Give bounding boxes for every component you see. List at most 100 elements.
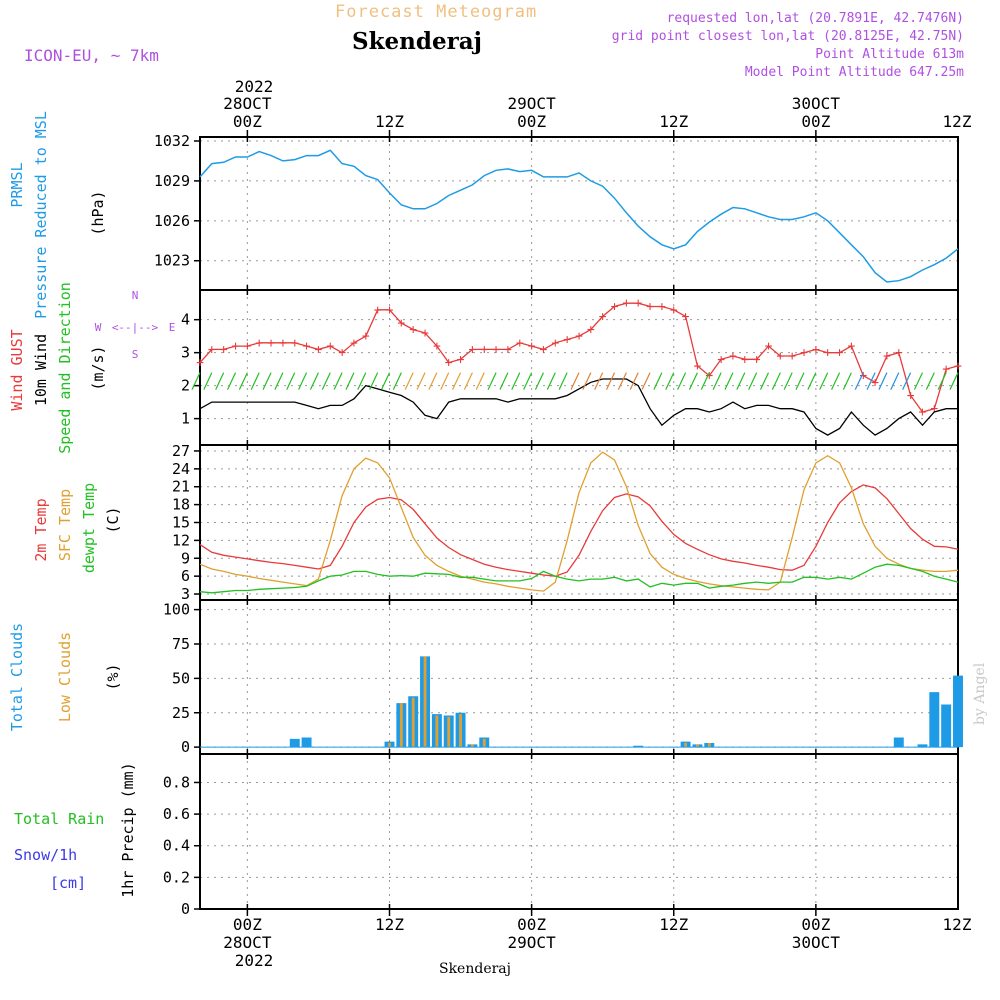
wind-direction-arrow <box>298 372 308 390</box>
y-tick-label: 18 <box>172 496 190 514</box>
wind-direction-arrow <box>653 372 663 390</box>
credit-watermark: by Angel <box>972 662 988 725</box>
wind-direction-arrow <box>736 372 746 390</box>
gust-marker: + <box>753 352 761 367</box>
gust-marker: + <box>326 339 334 354</box>
wind-direction-arrow <box>925 372 935 390</box>
wind-direction-arrow <box>286 372 296 390</box>
top-time-label: 00Z <box>517 112 546 131</box>
wind-direction-arrow <box>546 372 556 390</box>
panel-frame <box>199 136 959 291</box>
gust-marker: + <box>551 336 559 351</box>
y-tick-label: 6 <box>181 567 190 585</box>
y-tick-label: 4 <box>181 311 190 329</box>
gust-marker: + <box>812 342 820 357</box>
wind-direction-arrow <box>807 372 817 390</box>
wind-direction-arrow <box>191 372 201 390</box>
gust-marker: + <box>362 329 370 344</box>
wind-direction-arrow <box>404 372 414 390</box>
gust-marker: + <box>433 339 441 354</box>
gust-marker: + <box>457 352 465 367</box>
panel-frame <box>199 753 959 910</box>
y-tick-label: 1029 <box>154 172 190 190</box>
panel-frame <box>199 599 959 755</box>
wind-direction-arrow <box>629 372 639 390</box>
wind-direction-arrow <box>890 372 900 390</box>
bottom-time-label: 00Z <box>233 915 262 934</box>
low-cloud-bar <box>388 743 391 748</box>
gust-marker: + <box>445 356 453 371</box>
gust-marker: + <box>646 299 654 314</box>
top-date-label: 29OCT <box>508 94 557 113</box>
gust-marker: + <box>468 342 476 357</box>
wind-direction-arrow <box>333 372 343 390</box>
bottom-date-label: 30OCT <box>792 933 841 952</box>
wind-direction-arrow <box>677 372 687 390</box>
low-cloud-bar <box>411 697 415 748</box>
top-year-label: 2022 <box>235 77 274 96</box>
compass-arrows: <--|--> <box>112 321 159 334</box>
gust-marker: + <box>670 303 678 318</box>
y-tick-label: 0.8 <box>163 773 190 791</box>
low-cloud-bar <box>696 744 699 748</box>
y-tick-label: 1032 <box>154 132 190 150</box>
wind-direction-arrow <box>428 372 438 390</box>
bottom-year-label: 2022 <box>235 951 274 970</box>
gust-marker: + <box>208 342 216 357</box>
wind-direction-arrow <box>215 372 225 390</box>
gust-marker: + <box>847 339 855 354</box>
gust-marker: + <box>220 342 228 357</box>
pressure-unit-label: (hPa) <box>89 190 107 235</box>
wind-direction-arrow <box>321 372 331 390</box>
wind-direction-arrow <box>582 372 592 390</box>
wind-direction-arrow <box>262 372 272 390</box>
y-tick-label: 27 <box>172 442 190 460</box>
model-altitude: Model Point Altitude 647.25m <box>745 65 964 80</box>
y-tick-label: 0.6 <box>163 805 190 823</box>
y-tick-label: 1026 <box>154 212 190 230</box>
gust-marker: + <box>587 323 595 338</box>
wind-direction-arrow <box>594 372 604 390</box>
wind-direction-arrow <box>617 372 627 390</box>
gust-marker: + <box>315 342 323 357</box>
total-cloud-bar <box>633 745 644 748</box>
gust-marker: + <box>883 349 891 364</box>
gust-marker: + <box>824 346 832 361</box>
snow-label: Snow/1h <box>14 846 77 864</box>
sfc-label: SFC Temp <box>56 489 74 561</box>
gust-marker: + <box>480 342 488 357</box>
t2m-label: 2m Temp <box>32 498 50 561</box>
gust-label: Wind GUST <box>8 329 26 410</box>
gust-marker: + <box>232 339 240 354</box>
low-cloud-bar <box>423 656 427 748</box>
panel-1 <box>194 289 959 446</box>
total-cloud-label: Total Clouds <box>8 623 26 731</box>
wind-direction-arrow <box>724 372 734 390</box>
y-tick-label: 0 <box>181 738 190 756</box>
gust-marker: + <box>267 336 275 351</box>
y-tick-label: 9 <box>181 549 190 567</box>
wind-direction-arrow <box>380 372 391 390</box>
gust-marker: + <box>421 326 429 341</box>
gust-marker: + <box>397 316 405 331</box>
panel-2 <box>194 444 959 601</box>
wind-direction-arrow <box>357 372 367 390</box>
station-title: Skenderaj <box>352 28 482 55</box>
low-cloud-label: Low Clouds <box>56 632 74 722</box>
panel-0 <box>194 136 959 291</box>
wind-direction-arrow <box>688 372 698 390</box>
wind-direction-arrow <box>534 372 545 390</box>
gust-marker: + <box>350 336 358 351</box>
y-tick-label: 2 <box>181 377 190 395</box>
wind-direction-arrow <box>641 372 651 390</box>
panel-4 <box>194 753 959 910</box>
gust-marker: + <box>729 349 737 364</box>
low-cloud-bar <box>459 714 462 748</box>
gust-marker: + <box>776 349 784 364</box>
total-cloud-bar <box>301 737 312 748</box>
wind-direction-arrow <box>665 372 675 390</box>
gust-marker: + <box>717 352 725 367</box>
total-cloud-bar <box>917 744 928 748</box>
gust-marker: + <box>196 356 204 371</box>
y-tick-label: 100 <box>163 601 190 619</box>
